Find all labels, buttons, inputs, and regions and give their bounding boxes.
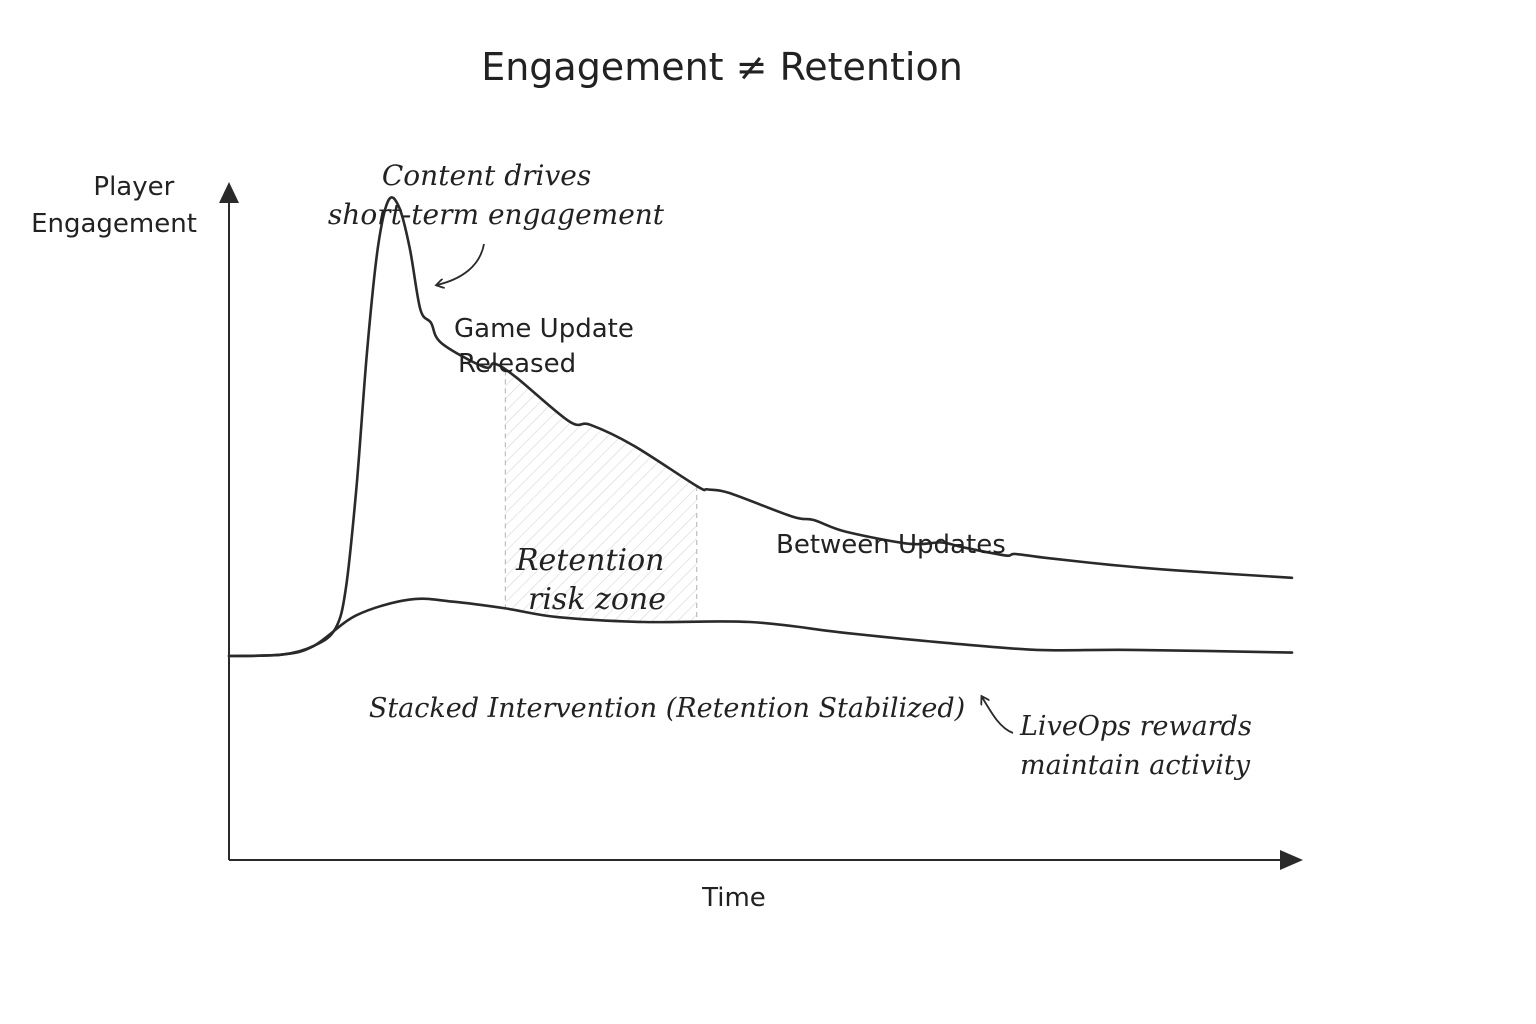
annotation-content-drives-arrow (437, 243, 485, 285)
annotation-content-drives: Content drives short-term engagement (328, 159, 665, 231)
y-axis-arrowhead (219, 182, 239, 203)
annotation-retention-risk-zone-line-1: Retention (515, 543, 665, 578)
y-axis-label-line-1: Player (93, 172, 174, 202)
annotation-retention-risk-zone-line-2: risk zone (528, 582, 666, 617)
retention-risk-zone (504, 370, 698, 622)
engagement-curve (227, 196, 1294, 658)
retention-curve (227, 597, 1294, 658)
annotation-stacked-intervention: Stacked Intervention (Retention Stabiliz… (369, 693, 965, 724)
y-axis-label-line-2: Engagement (31, 209, 197, 239)
annotation-liveops-line-1: LiveOps rewards (1019, 711, 1252, 742)
annotation-between-updates: Between Updates (776, 530, 1006, 560)
annotation-game-update-line-1: Game Update (454, 314, 634, 344)
annotation-content-drives-line-2: short-term engagement (328, 198, 665, 231)
annotation-content-drives-line-1: Content drives (382, 159, 591, 192)
annotation-liveops-line-2: maintain activity (1020, 750, 1251, 781)
annotation-game-update-line-2: Released (458, 349, 576, 379)
annotation-liveops-arrow (982, 697, 1014, 734)
y-axis-label: Player Engagement (31, 172, 197, 239)
annotation-liveops: LiveOps rewards maintain activity (1019, 711, 1260, 781)
risk-zone-fill (505, 370, 697, 622)
chart-title: Engagement ≠ Retention (481, 45, 963, 89)
annotation-game-update: Game Update Released (454, 314, 642, 379)
x-axis-label: Time (701, 883, 766, 913)
x-axis-arrowhead (1280, 850, 1303, 870)
annotation-retention-risk-zone: Retention risk zone (515, 543, 674, 617)
